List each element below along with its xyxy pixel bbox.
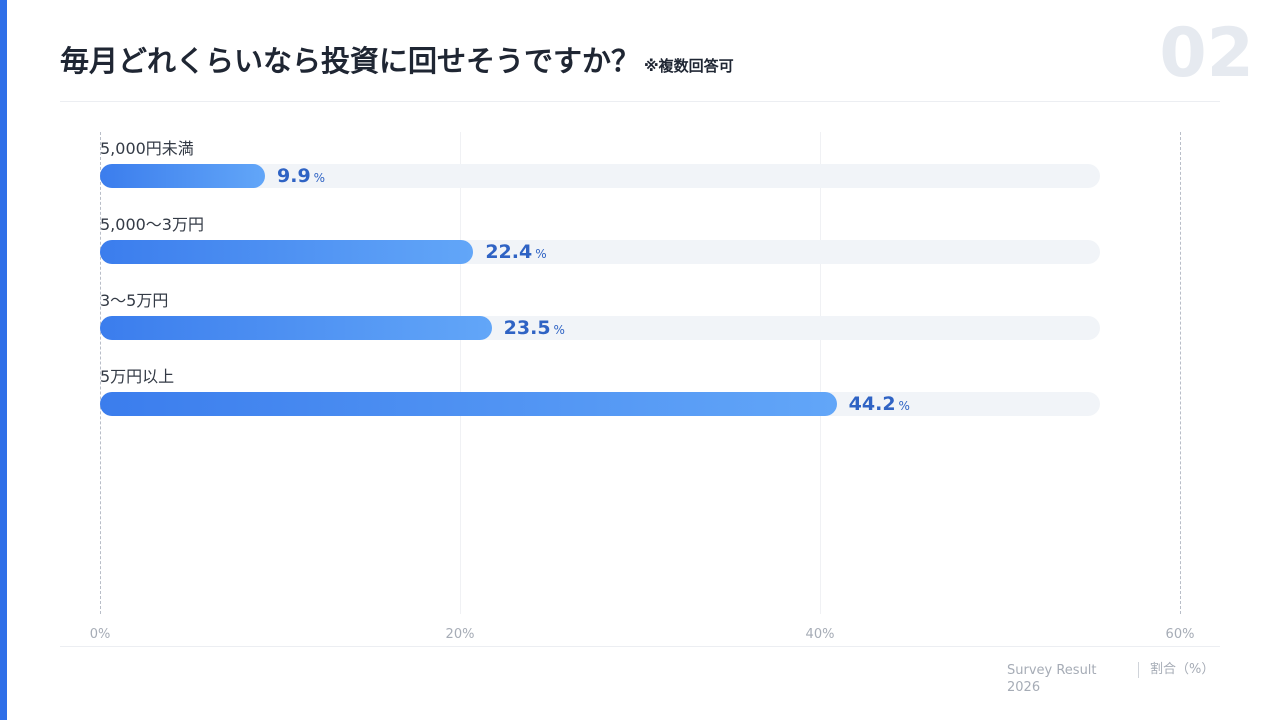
- data-label: 44.2%: [849, 393, 910, 415]
- data-label: 23.5%: [504, 317, 565, 339]
- year-text: 2026: [1007, 680, 1041, 695]
- title-text: 毎月どれくらいなら投資に回せそうですか？: [60, 44, 641, 78]
- page-number: 02: [1159, 14, 1254, 93]
- category-label: 3〜5万円: [100, 291, 169, 310]
- gridline-20: [460, 132, 461, 614]
- footer-divider: [60, 646, 1220, 647]
- data-label-unit: %: [313, 171, 326, 185]
- data-label-value: 44.2: [848, 393, 896, 415]
- data-label-value: 9.9: [277, 165, 311, 187]
- data-label: 22.4%: [485, 241, 546, 263]
- bar-track: 44.2%: [100, 392, 1100, 416]
- category-label: 5,000円未満: [100, 139, 194, 158]
- page-title: 毎月どれくらいなら投資に回せそうですか？ ※複数回答可: [60, 38, 734, 80]
- data-label-unit: %: [535, 247, 547, 261]
- data-label-value: 23.5: [503, 317, 551, 339]
- gridline-40: [820, 132, 821, 614]
- data-label: 9.9%: [277, 165, 325, 187]
- gridline-0: [100, 132, 101, 614]
- accent-bar: [0, 0, 7, 720]
- bar: [100, 316, 492, 340]
- gridline-60: [1180, 132, 1181, 614]
- title-note: ※複数回答可: [644, 57, 734, 75]
- category-label: 5,000〜3万円: [100, 215, 204, 234]
- bar: [100, 164, 265, 188]
- x-tick-label: 0%: [89, 627, 111, 642]
- header-divider: [60, 101, 1220, 102]
- x-tick-label: 40%: [805, 627, 835, 642]
- bar-track: 9.9%: [100, 164, 1100, 188]
- bar-track: 22.4%: [100, 240, 1100, 264]
- data-label-unit: %: [898, 399, 910, 413]
- data-label-unit: %: [553, 323, 565, 337]
- bar-track: 23.5%: [100, 316, 1100, 340]
- x-tick-label: 20%: [445, 627, 475, 642]
- footer-source: Survey Result 2026: [1007, 662, 1097, 696]
- x-tick-label: 60%: [1165, 627, 1195, 642]
- bar: [100, 392, 837, 416]
- category-label: 5万円以上: [100, 367, 175, 386]
- axis-label: 割合（%）: [1138, 662, 1214, 678]
- bar: [100, 240, 474, 264]
- data-label-value: 22.4: [485, 241, 533, 263]
- source-text: Survey Result: [1007, 663, 1097, 678]
